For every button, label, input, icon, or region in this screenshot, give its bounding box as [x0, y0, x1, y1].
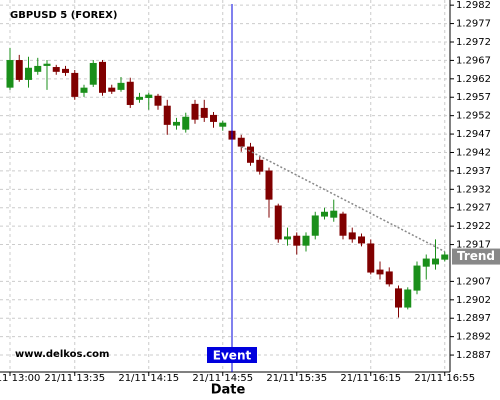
candle-body — [395, 288, 402, 308]
candle-body — [237, 137, 245, 147]
candle-body — [422, 258, 430, 267]
y-tick-label: 1.2892 — [456, 332, 491, 343]
y-tick-label: 1.2947 — [456, 129, 491, 140]
candle-body — [34, 65, 42, 72]
candle-body — [99, 61, 106, 93]
y-tick-label: 1.2977 — [456, 19, 491, 30]
candle-body — [200, 107, 208, 118]
candle-body — [376, 269, 384, 275]
y-tick-label: 1.2982 — [456, 0, 491, 11]
candle-body — [274, 205, 282, 240]
y-tick-label: 1.2922 — [456, 221, 491, 232]
candle-body — [62, 68, 69, 73]
y-tick-label: 1.2932 — [456, 184, 491, 195]
candle-body — [163, 105, 171, 125]
event-label: Event — [213, 349, 252, 363]
candle-body — [219, 122, 227, 127]
candle-body — [117, 82, 125, 90]
candle-body — [284, 236, 291, 240]
event-label-box — [207, 347, 257, 363]
x-tick-label: 21/11 14:15 — [118, 373, 179, 384]
y-tick-label: 1.2927 — [456, 203, 491, 214]
candle-body — [247, 146, 254, 163]
candle-body — [265, 170, 273, 200]
x-tick-label: 21/11 13:35 — [44, 373, 105, 384]
candle-body — [432, 258, 439, 265]
y-tick-label: 1.2952 — [456, 111, 491, 122]
candle-body — [441, 254, 449, 260]
y-tick-label: 1.2917 — [456, 240, 491, 251]
candle-body — [348, 232, 356, 240]
candle-body — [330, 210, 338, 218]
candle-body — [256, 159, 264, 172]
y-tick-label: 1.2897 — [456, 313, 491, 324]
candle-body — [413, 265, 421, 291]
candle-body — [108, 87, 116, 92]
y-tick-label: 1.2967 — [456, 55, 491, 66]
y-tick-label: 1.2902 — [456, 295, 491, 306]
candle-body — [358, 236, 365, 244]
candle-body — [154, 95, 162, 106]
candle-body — [126, 81, 134, 105]
x-tick-label: 21/11 16:55 — [414, 373, 475, 384]
chart-title: GBPUSD 5 (FOREX) — [10, 10, 117, 21]
x-tick-label: 21/11 15:35 — [266, 373, 327, 384]
watermark: www.delkos.com — [15, 349, 109, 360]
y-tick-label: 1.2957 — [456, 92, 491, 103]
candle-body — [15, 60, 23, 80]
trend-label: Trend — [457, 249, 495, 263]
candle-body — [321, 211, 328, 217]
y-tick-label: 1.2962 — [456, 74, 491, 85]
candle-body — [367, 243, 375, 273]
candle-body — [311, 215, 319, 236]
y-tick-label: 1.2972 — [456, 37, 491, 48]
x-tick-label: 21/11 14:55 — [192, 373, 253, 384]
candle-body — [25, 67, 32, 80]
candle-body — [80, 87, 88, 93]
x-tick-label: 21/11 16:15 — [340, 373, 401, 384]
candle-body — [136, 96, 143, 100]
candle-body — [404, 289, 412, 308]
candle-body — [43, 63, 51, 66]
candle-body — [52, 67, 60, 72]
candle-body — [210, 114, 217, 122]
candle-body — [385, 271, 393, 285]
y-tick-label: 1.2937 — [456, 166, 491, 177]
candle-body — [302, 235, 310, 246]
candle-body — [182, 116, 190, 130]
y-tick-label: 1.2942 — [456, 147, 491, 158]
candle-body — [6, 60, 14, 88]
candle-body — [339, 213, 347, 236]
candle-body — [71, 72, 79, 97]
y-tick-label: 1.2887 — [456, 350, 491, 361]
candle-body — [89, 62, 97, 85]
candle-body — [293, 235, 301, 246]
x-axis-label: Date — [211, 383, 246, 398]
trend-label-box — [452, 248, 500, 265]
x-tick-label: 21/11 13:00 — [0, 373, 40, 384]
candle-body — [173, 121, 180, 126]
candle-body — [191, 103, 199, 120]
candle-body — [145, 94, 153, 98]
y-tick-label: 1.2907 — [456, 276, 491, 287]
